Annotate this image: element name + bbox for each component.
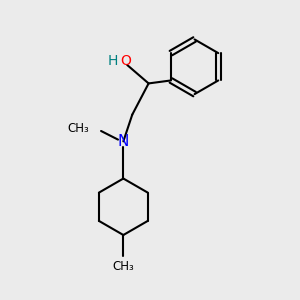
Text: N: N (118, 134, 129, 149)
Text: CH₃: CH₃ (112, 260, 134, 273)
Text: O: O (120, 54, 131, 68)
Text: CH₃: CH₃ (68, 122, 89, 135)
Text: H: H (107, 54, 118, 68)
